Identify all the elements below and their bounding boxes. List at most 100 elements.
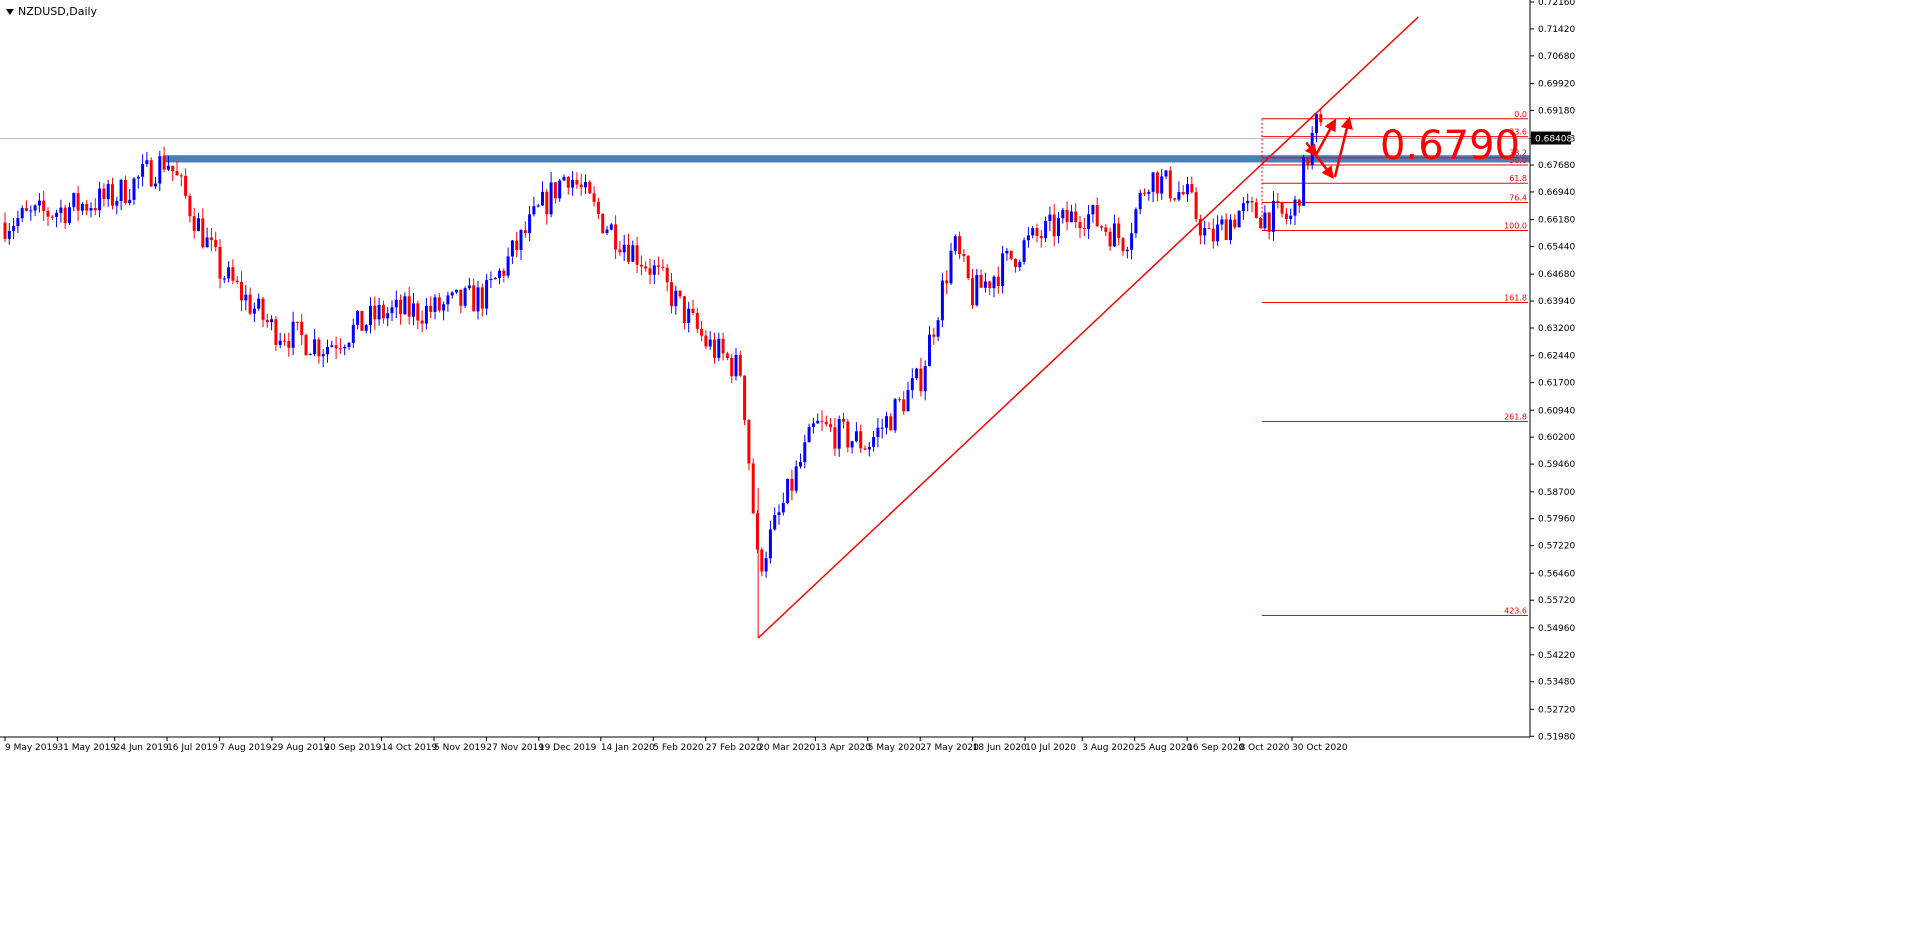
candle-body bbox=[141, 164, 145, 177]
candle-body bbox=[145, 160, 149, 165]
candle-body bbox=[1138, 192, 1142, 210]
candle-body bbox=[893, 399, 897, 431]
annotation-arrow[interactable] bbox=[1314, 118, 1337, 156]
candle-body bbox=[631, 245, 635, 262]
candle-body bbox=[545, 191, 549, 215]
x-tick-label: 20 Sep 2019 bbox=[324, 743, 381, 753]
candle-body bbox=[936, 320, 940, 337]
candle-body bbox=[46, 210, 50, 217]
y-tick-label: 0.58700 bbox=[1538, 488, 1575, 498]
candle-body bbox=[794, 466, 798, 491]
candle-body bbox=[536, 205, 540, 207]
candle-body bbox=[1065, 209, 1069, 223]
x-tick-label: 14 Jan 2020 bbox=[601, 743, 655, 753]
annotation-arrow[interactable] bbox=[1314, 154, 1335, 180]
candle-body bbox=[1074, 211, 1078, 223]
candle-body bbox=[687, 308, 691, 323]
x-tick-label: 14 Oct 2019 bbox=[382, 743, 438, 753]
y-tick-label: 0.53480 bbox=[1538, 678, 1575, 688]
candle-body bbox=[33, 205, 37, 211]
candle-body bbox=[1100, 226, 1103, 228]
candle-body bbox=[824, 421, 828, 425]
x-tick-label: 8 Oct 2020 bbox=[1240, 743, 1290, 753]
candle-body bbox=[347, 342, 351, 347]
candle-body bbox=[678, 290, 682, 297]
y-tick-label: 0.56460 bbox=[1538, 569, 1575, 579]
current-price-tag bbox=[1531, 131, 1571, 145]
candle-body bbox=[334, 345, 338, 349]
candle-body bbox=[270, 319, 274, 323]
resistance-zone[interactable] bbox=[163, 155, 1530, 163]
annotation-arrow[interactable] bbox=[1304, 141, 1318, 158]
candle-body bbox=[1302, 157, 1306, 206]
y-tick-label: 0.66940 bbox=[1538, 188, 1575, 198]
candle-body bbox=[566, 177, 570, 188]
candle-body bbox=[171, 165, 175, 172]
candle-body bbox=[743, 375, 747, 421]
y-tick-label: 0.63200 bbox=[1538, 324, 1575, 334]
y-tick-label: 0.61700 bbox=[1538, 379, 1575, 389]
x-tick-label: 20 Mar 2020 bbox=[758, 743, 815, 753]
x-tick-label: 5 Nov 2019 bbox=[434, 743, 486, 753]
candle-body bbox=[450, 292, 454, 296]
candle-body bbox=[89, 208, 93, 211]
candle-body bbox=[360, 311, 364, 331]
symbol-title[interactable]: NZDUSD,Daily bbox=[6, 5, 97, 18]
candle-body bbox=[1241, 203, 1245, 212]
candle-body bbox=[803, 442, 807, 462]
candle-body bbox=[1078, 222, 1082, 229]
candle-body bbox=[1216, 224, 1220, 242]
candle-body bbox=[906, 390, 910, 412]
candle-body bbox=[983, 281, 987, 288]
candle-body bbox=[68, 207, 71, 223]
fibo-level-label: 38.2 bbox=[1509, 149, 1527, 158]
candle-body bbox=[502, 270, 506, 276]
candle-body bbox=[528, 214, 532, 234]
x-tick-label: 13 Apr 2020 bbox=[815, 743, 871, 753]
candle-body bbox=[437, 297, 441, 311]
candle-body bbox=[42, 200, 46, 211]
y-tick-label: 0.59460 bbox=[1538, 460, 1575, 470]
x-tick-label: 10 Jul 2020 bbox=[1025, 743, 1076, 753]
candle-body bbox=[768, 529, 772, 559]
candle-body bbox=[558, 180, 562, 199]
candle-body bbox=[1181, 191, 1185, 195]
candle-body bbox=[820, 420, 824, 422]
y-tick-label: 0.70680 bbox=[1538, 52, 1575, 62]
candle-body bbox=[493, 278, 497, 280]
candle-body bbox=[1061, 209, 1065, 219]
x-tick-label: 3 Aug 2020 bbox=[1082, 743, 1134, 753]
candle-body bbox=[433, 297, 437, 312]
candle-body bbox=[811, 423, 815, 427]
candle-body bbox=[515, 240, 519, 251]
candle-body bbox=[244, 294, 248, 301]
x-tick-label: 19 Dec 2019 bbox=[539, 743, 597, 753]
y-tick-label: 0.62440 bbox=[1538, 352, 1575, 362]
candle-body bbox=[248, 294, 252, 314]
candle-body bbox=[781, 503, 785, 513]
candle-body bbox=[579, 184, 583, 188]
candle-body bbox=[923, 366, 927, 392]
x-tick-label: 27 Feb 2020 bbox=[706, 743, 762, 753]
trendline[interactable] bbox=[757, 16, 1419, 639]
candle-body bbox=[519, 230, 523, 251]
candle-body bbox=[571, 179, 575, 188]
dropdown-icon[interactable] bbox=[6, 8, 14, 15]
candle-body bbox=[59, 207, 63, 213]
x-tick-label: 16 Sep 2020 bbox=[1187, 743, 1244, 753]
y-tick-label: 0.64680 bbox=[1538, 270, 1575, 280]
annotation-arrow[interactable] bbox=[1333, 116, 1353, 178]
candle-body bbox=[1289, 215, 1293, 219]
candle-body bbox=[1194, 192, 1198, 220]
candle-body bbox=[1121, 238, 1125, 252]
candle-body bbox=[1009, 250, 1013, 259]
candle-body bbox=[136, 176, 140, 179]
candle-body bbox=[665, 267, 669, 283]
candle-body bbox=[16, 218, 20, 227]
fibo-level-label: 423.6 bbox=[1504, 606, 1527, 615]
candle-body bbox=[786, 478, 790, 504]
candle-body bbox=[1039, 235, 1043, 239]
candle-body bbox=[1026, 235, 1030, 241]
candle-body bbox=[416, 303, 420, 321]
